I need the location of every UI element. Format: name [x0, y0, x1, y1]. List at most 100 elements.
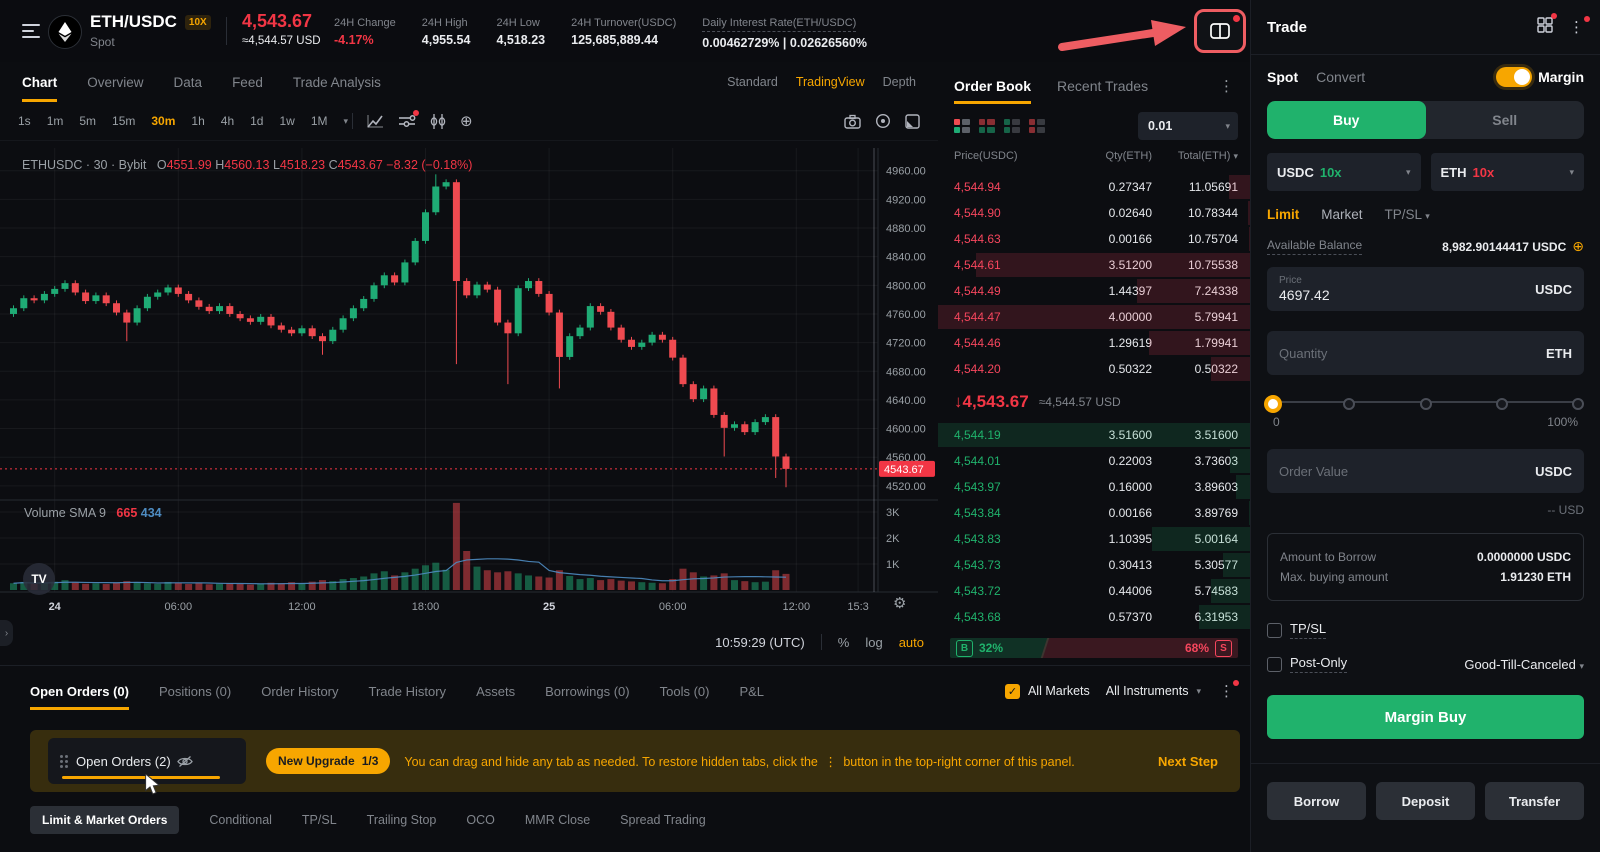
candlestick-chart[interactable]: 4543.67 4960.00 4920.00 4880.00 4840.00 4800.…: [0, 148, 938, 620]
bid-row[interactable]: 4,544.01 0.22003 3.73603: [938, 448, 1250, 474]
deposit-button[interactable]: Deposit: [1376, 782, 1475, 820]
order-value-input[interactable]: Order Value USDC: [1267, 449, 1584, 493]
orders-menu-icon[interactable]: ⋮: [1219, 680, 1239, 700]
chip-trailing-stop[interactable]: Trailing Stop: [366, 813, 437, 827]
chip-spread-trading[interactable]: Spread Trading: [620, 813, 706, 827]
chip-oco[interactable]: OCO: [466, 813, 495, 827]
chip-conditional[interactable]: Conditional: [209, 813, 272, 827]
layout-grid-icon[interactable]: [1537, 12, 1557, 38]
tab-trade-analysis[interactable]: Trade Analysis: [292, 74, 381, 90]
bid-row[interactable]: 4,543.68 0.57370 6.31953: [938, 604, 1250, 630]
ask-row[interactable]: 4,544.46 1.29619 1.79941: [938, 330, 1250, 356]
tab-feed[interactable]: Feed: [232, 74, 263, 90]
asset-currency-select[interactable]: ETH 10x ▾: [1430, 153, 1584, 191]
margin-toggle[interactable]: [1496, 67, 1533, 87]
pair-title[interactable]: ETH/USDC: [90, 12, 177, 31]
auto-scale-button[interactable]: auto: [898, 634, 924, 650]
orders-tab-tools-0[interactable]: Tools (0): [659, 683, 710, 699]
ask-row[interactable]: 4,544.61 3.51200 10.75538: [938, 252, 1250, 278]
bid-row[interactable]: 4,543.72 0.44006 5.74583: [938, 578, 1250, 604]
next-step-button[interactable]: Next Step: [1158, 753, 1218, 769]
orders-tab-positions-0[interactable]: Positions (0): [158, 683, 232, 699]
bid-row[interactable]: 4,543.73 0.30413 5.30577: [938, 552, 1250, 578]
buy-tab[interactable]: Buy: [1267, 101, 1426, 139]
tab-chart[interactable]: Chart: [22, 62, 57, 102]
tab-convert[interactable]: Convert: [1316, 69, 1366, 85]
timeframe-1m[interactable]: 1M: [310, 114, 328, 128]
bid-row[interactable]: 4,543.97 0.16000 3.89603: [938, 474, 1250, 500]
percent-scale-button[interactable]: %: [837, 634, 850, 650]
tab-limit[interactable]: Limit: [1267, 207, 1300, 222]
borrow-button[interactable]: Borrow: [1267, 782, 1366, 820]
tab-spot[interactable]: Spot: [1267, 69, 1299, 85]
ask-row[interactable]: 4,544.47 4.00000 5.79941: [938, 304, 1250, 330]
chip-mmr-close[interactable]: MMR Close: [524, 813, 591, 827]
indicators-icon[interactable]: [398, 110, 420, 128]
add-indicator-icon[interactable]: ⊕: [460, 113, 473, 130]
drag-handle-icon[interactable]: [60, 754, 68, 768]
orderbook-toggle-button[interactable]: [1194, 9, 1246, 53]
ask-row[interactable]: 4,544.94 0.27347 11.05691: [938, 174, 1250, 200]
tab-tpsl[interactable]: TP/SL ▾: [1384, 207, 1430, 222]
chart-settings-icon[interactable]: [875, 113, 891, 129]
orderbook-menu-icon[interactable]: ⋮: [1219, 78, 1234, 95]
timeframe-1d[interactable]: 1d: [250, 114, 264, 128]
timeframe-1m[interactable]: 1m: [46, 114, 64, 128]
postonly-checkbox[interactable]: [1267, 656, 1282, 672]
tab-data[interactable]: Data: [173, 74, 203, 90]
chip-limit-market-orders[interactable]: Limit & Market Orders: [30, 806, 180, 834]
all-instruments-select[interactable]: All Instruments: [1105, 684, 1189, 698]
slider-dot-50[interactable]: [1419, 398, 1432, 410]
slider-dot-75[interactable]: [1495, 398, 1508, 410]
timeframe-1h[interactable]: 1h: [191, 114, 205, 128]
transfer-button[interactable]: Transfer: [1485, 782, 1584, 820]
hide-eye-off-icon[interactable]: [176, 755, 193, 768]
timeframe-4h[interactable]: 4h: [220, 114, 235, 128]
timeframe-more-caret[interactable]: ▾: [343, 115, 349, 126]
market-list-icon[interactable]: [22, 24, 42, 38]
tradingview-logo[interactable]: TV: [23, 563, 55, 595]
timeframe-5m[interactable]: 5m: [79, 114, 97, 128]
tif-select[interactable]: Good-Till-Canceled ▾: [1464, 656, 1584, 672]
bid-row[interactable]: 4,543.84 0.00166 3.89769: [938, 500, 1250, 526]
timeframe-30m[interactable]: 30m: [151, 114, 176, 128]
chip-tp-sl[interactable]: TP/SL: [301, 813, 337, 827]
col-total[interactable]: Total(ETH) ▾: [1177, 150, 1238, 162]
orders-tab-p-l[interactable]: P&L: [739, 683, 765, 699]
mid-price-row[interactable]: ↓4,543.67 ≈4,544.57 USD: [938, 384, 1250, 420]
orders-tab-borrowings-0[interactable]: Borrowings (0): [545, 683, 630, 699]
slider-dot-100[interactable]: [1572, 398, 1584, 410]
ask-row[interactable]: 4,544.63 0.00166 10.75704: [938, 226, 1250, 252]
margin-buy-button[interactable]: Margin Buy: [1267, 695, 1584, 739]
tab-overview[interactable]: Overview: [87, 74, 144, 90]
compare-icon[interactable]: [430, 113, 446, 129]
tab-order-book[interactable]: Order Book: [954, 68, 1031, 104]
view-mode-tradingview[interactable]: TradingView: [795, 75, 865, 89]
margin-currency-select[interactable]: USDC 10x ▾: [1267, 153, 1421, 191]
tab-market[interactable]: Market: [1321, 207, 1363, 222]
timeframe-1s[interactable]: 1s: [18, 114, 31, 128]
tab-recent-trades[interactable]: Recent Trades: [1057, 78, 1149, 94]
all-markets-label[interactable]: All Markets: [1027, 684, 1090, 698]
ask-row[interactable]: 4,544.20 0.50322 0.50322: [938, 356, 1250, 382]
bid-row[interactable]: 4,544.19 3.51600 3.51600: [938, 422, 1250, 448]
book-view-bids-icon[interactable]: [1004, 119, 1020, 133]
timeframe-1w[interactable]: 1w: [279, 114, 295, 128]
timeframe-15m[interactable]: 15m: [112, 114, 136, 128]
book-view-grid-icon[interactable]: [979, 119, 995, 133]
ask-row[interactable]: 4,544.49 1.44397 7.24338: [938, 278, 1250, 304]
view-mode-depth[interactable]: Depth: [882, 75, 916, 89]
quantity-input[interactable]: Quantity ETH: [1267, 331, 1584, 375]
deposit-plus-icon[interactable]: ⊕: [1572, 238, 1584, 254]
book-view-asks-icon[interactable]: [1029, 119, 1045, 133]
orders-tab-trade-history[interactable]: Trade History: [368, 683, 447, 699]
grouping-select[interactable]: 0.01 ▾: [1138, 112, 1238, 140]
view-mode-standard[interactable]: Standard: [727, 75, 778, 89]
all-markets-checkbox[interactable]: ✓: [1004, 683, 1020, 699]
orders-tab-order-history[interactable]: Order History: [261, 683, 339, 699]
drawing-toolbar-handle[interactable]: ›: [0, 620, 13, 646]
fullscreen-icon[interactable]: [905, 113, 920, 129]
tpsl-checkbox[interactable]: [1267, 622, 1282, 638]
trade-menu-icon[interactable]: ⋮: [1569, 16, 1590, 36]
axis-settings-gear-icon[interactable]: ⚙: [893, 595, 907, 612]
